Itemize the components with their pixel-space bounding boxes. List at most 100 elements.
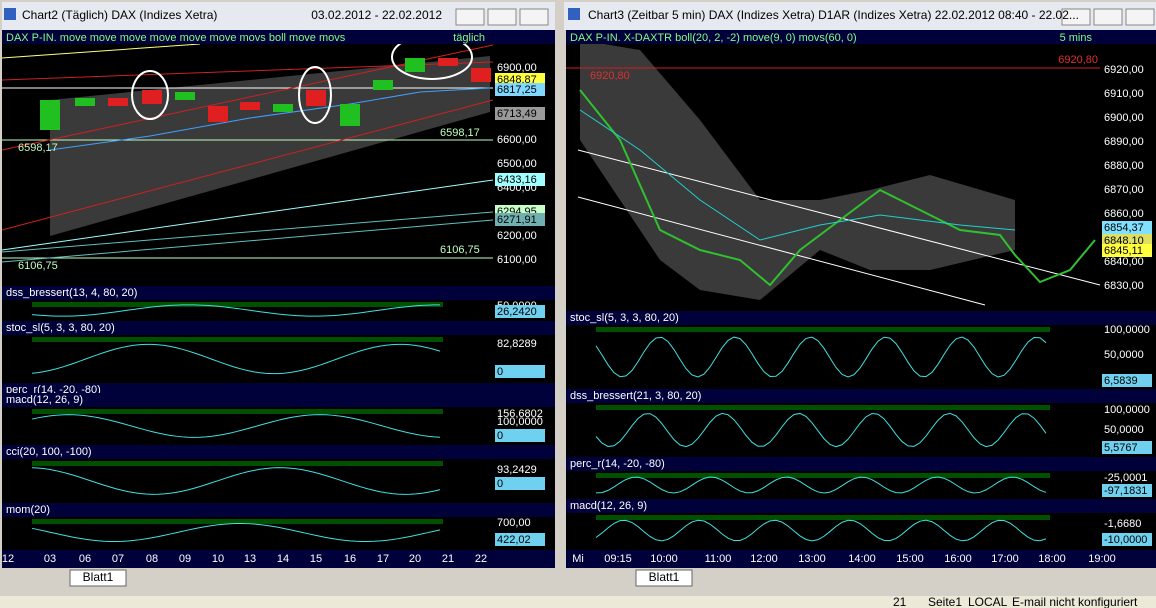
indicator-name: macd(12, 26, 9) xyxy=(570,500,647,512)
candle xyxy=(108,98,128,106)
window-icon xyxy=(4,8,16,20)
indicator-line xyxy=(31,304,441,317)
annotation-circles xyxy=(131,34,807,239)
panel-band xyxy=(2,393,555,407)
candle xyxy=(471,68,491,82)
status-text: LOCAL xyxy=(968,595,1008,608)
level-label: 6106,75 xyxy=(18,260,58,272)
y-tick-label: 6910,00 xyxy=(1104,88,1144,100)
panel-band xyxy=(2,503,555,517)
x-tick-label: 12 xyxy=(2,553,14,565)
x-tick-label: 09 xyxy=(179,553,191,565)
indicator-value: -97,1831 xyxy=(1104,485,1147,497)
x-tick-label: 16:00 xyxy=(944,553,972,565)
price-tag-bg xyxy=(495,83,545,96)
x-tick-label: 16 xyxy=(344,553,356,565)
indicator-name: perc_r(14, -20, -80) xyxy=(570,458,665,470)
tab-label: Blatt1 xyxy=(649,570,680,584)
panel-band xyxy=(2,321,555,335)
tab-bar xyxy=(2,568,555,590)
indicator-line xyxy=(595,336,1047,378)
y-tick-label: 6860,00 xyxy=(1104,208,1144,220)
x-axis-bar xyxy=(566,550,1156,568)
candle xyxy=(273,104,293,112)
candles xyxy=(40,58,491,130)
tab-bar xyxy=(566,568,1156,590)
price-tag-bg xyxy=(495,477,545,490)
minimize-button[interactable] xyxy=(455,8,485,26)
candle xyxy=(438,58,458,66)
x-tick-label: 21 xyxy=(442,553,454,565)
window-buttons xyxy=(455,8,1155,26)
window-icon xyxy=(568,8,580,20)
price-tag-bg xyxy=(1102,234,1152,247)
indicator-tick-label: 93,2429 xyxy=(497,464,537,476)
panel-band xyxy=(566,389,1156,403)
status-bar xyxy=(0,596,1156,608)
indicator-line xyxy=(595,412,1047,448)
indicator-line xyxy=(31,343,441,375)
y-tick-label: 6920,00 xyxy=(1104,64,1144,76)
indicator-value: 0 xyxy=(497,366,503,378)
tab[interactable] xyxy=(69,569,127,587)
indicator-tick-label: 100,0000 xyxy=(1104,324,1150,336)
zone-high xyxy=(596,405,1050,410)
indicator-name: stoc_sl(5, 3, 3, 80, 20) xyxy=(6,322,115,334)
price-tag-bg xyxy=(495,173,545,186)
y-tick-label: 6600,00 xyxy=(497,134,537,146)
x-tick-label: 14 xyxy=(277,553,289,565)
level-label: 6920,80 xyxy=(1058,54,1098,66)
price-tag: 6845,11 xyxy=(1104,245,1143,257)
tab[interactable] xyxy=(635,569,693,587)
x-tick-label: 18:00 xyxy=(1038,553,1066,565)
price-tag-bg xyxy=(495,213,545,226)
price-tag: 6713,49 xyxy=(497,108,537,120)
candle xyxy=(75,98,95,106)
indicator-tick-label: -25,0001 xyxy=(1104,472,1147,484)
y-tick-label: 6890,00 xyxy=(1104,136,1144,148)
oscillators xyxy=(31,302,1050,542)
indicator-value: 5,5767 xyxy=(1104,442,1138,454)
price-tag: 6854,37 xyxy=(1104,222,1144,234)
indicator-name: dss_bressert(21, 3, 80, 20) xyxy=(570,390,701,402)
indicator-tick-label: 100,0000 xyxy=(1104,404,1150,416)
x-axis-bar xyxy=(2,550,555,568)
moving-average xyxy=(579,109,1016,241)
candle xyxy=(240,102,260,110)
x-tick-label: Mi xyxy=(572,553,584,565)
panel-band xyxy=(2,445,555,459)
x-tick-label: 12:00 xyxy=(750,553,778,565)
maximize-button[interactable] xyxy=(487,8,517,26)
status-text: E-mail nicht konfiguriert xyxy=(1012,595,1138,608)
minimize-button[interactable] xyxy=(1061,8,1091,26)
price-tag-bg xyxy=(495,429,545,442)
indicator-tick-label: 156,6802 xyxy=(497,408,543,420)
close-button[interactable] xyxy=(519,8,549,26)
zone-high xyxy=(32,302,443,307)
window-title: Chart2 (Täglich) DAX (Indizes Xetra) xyxy=(22,8,217,22)
price-line xyxy=(579,89,1096,287)
indicator-name: macd(12, 26, 9) xyxy=(6,394,83,406)
indicator-value: 6,5839 xyxy=(1104,375,1138,387)
indicator-value: 422,02 xyxy=(497,534,531,546)
maximize-button[interactable] xyxy=(1093,8,1123,26)
x-tick-label: 10 xyxy=(212,553,224,565)
panel-band xyxy=(566,30,1156,44)
right-titlebar xyxy=(564,2,1156,30)
candle xyxy=(40,100,60,130)
x-tick-label: 19:00 xyxy=(1088,553,1116,565)
close-button[interactable] xyxy=(1125,8,1155,26)
indicator-tick-label: 82,8289 xyxy=(497,338,537,350)
level-label: 6598,17 xyxy=(18,142,58,154)
x-tick-label: 15 xyxy=(310,553,322,565)
indicator-value: 0 xyxy=(497,478,503,490)
trend-line xyxy=(577,196,986,306)
y-tick-label: 6500,00 xyxy=(497,158,537,170)
x-tick-label: 07 xyxy=(112,553,124,565)
zone-high xyxy=(32,409,443,414)
y-tick-label: 6840,00 xyxy=(1104,256,1144,268)
candle xyxy=(175,92,195,100)
candle xyxy=(208,106,228,122)
